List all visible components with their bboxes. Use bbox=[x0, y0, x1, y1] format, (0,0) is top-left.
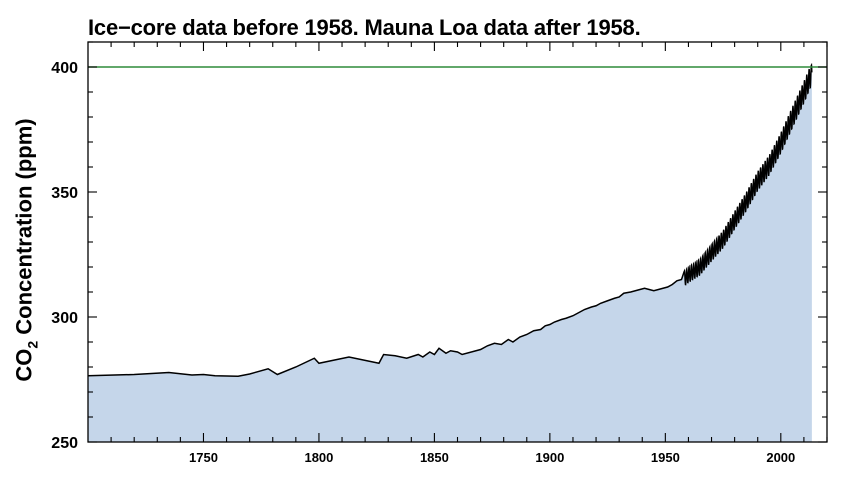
x-tick-label: 1850 bbox=[420, 450, 449, 465]
y-tick-label: 300 bbox=[51, 310, 78, 327]
y-tick-label: 400 bbox=[51, 60, 78, 77]
plot-area: 1750 1800 1850 1900 1950 2000 250 300 350 400 bbox=[51, 41, 828, 465]
x-tick-label: 1900 bbox=[535, 450, 564, 465]
ice-core-line bbox=[87, 270, 685, 378]
y-tick-label: 250 bbox=[51, 435, 78, 452]
x-tick-label: 1800 bbox=[304, 450, 333, 465]
x-tick-label: 1950 bbox=[651, 450, 680, 465]
mauna-loa-line bbox=[683, 62, 813, 286]
y-tick-label: 350 bbox=[51, 185, 78, 202]
y-label-prefix: CO bbox=[11, 348, 37, 382]
x-tick-label: 2000 bbox=[766, 450, 795, 465]
co2-area-fill bbox=[88, 65, 812, 442]
chart-title: Ice−core data before 1958. Mauna Loa dat… bbox=[88, 15, 641, 40]
x-tick-label: 1750 bbox=[189, 450, 218, 465]
y-label-suffix: Concentration (ppm) bbox=[11, 118, 37, 341]
y-label-subscript: 2 bbox=[24, 340, 41, 349]
